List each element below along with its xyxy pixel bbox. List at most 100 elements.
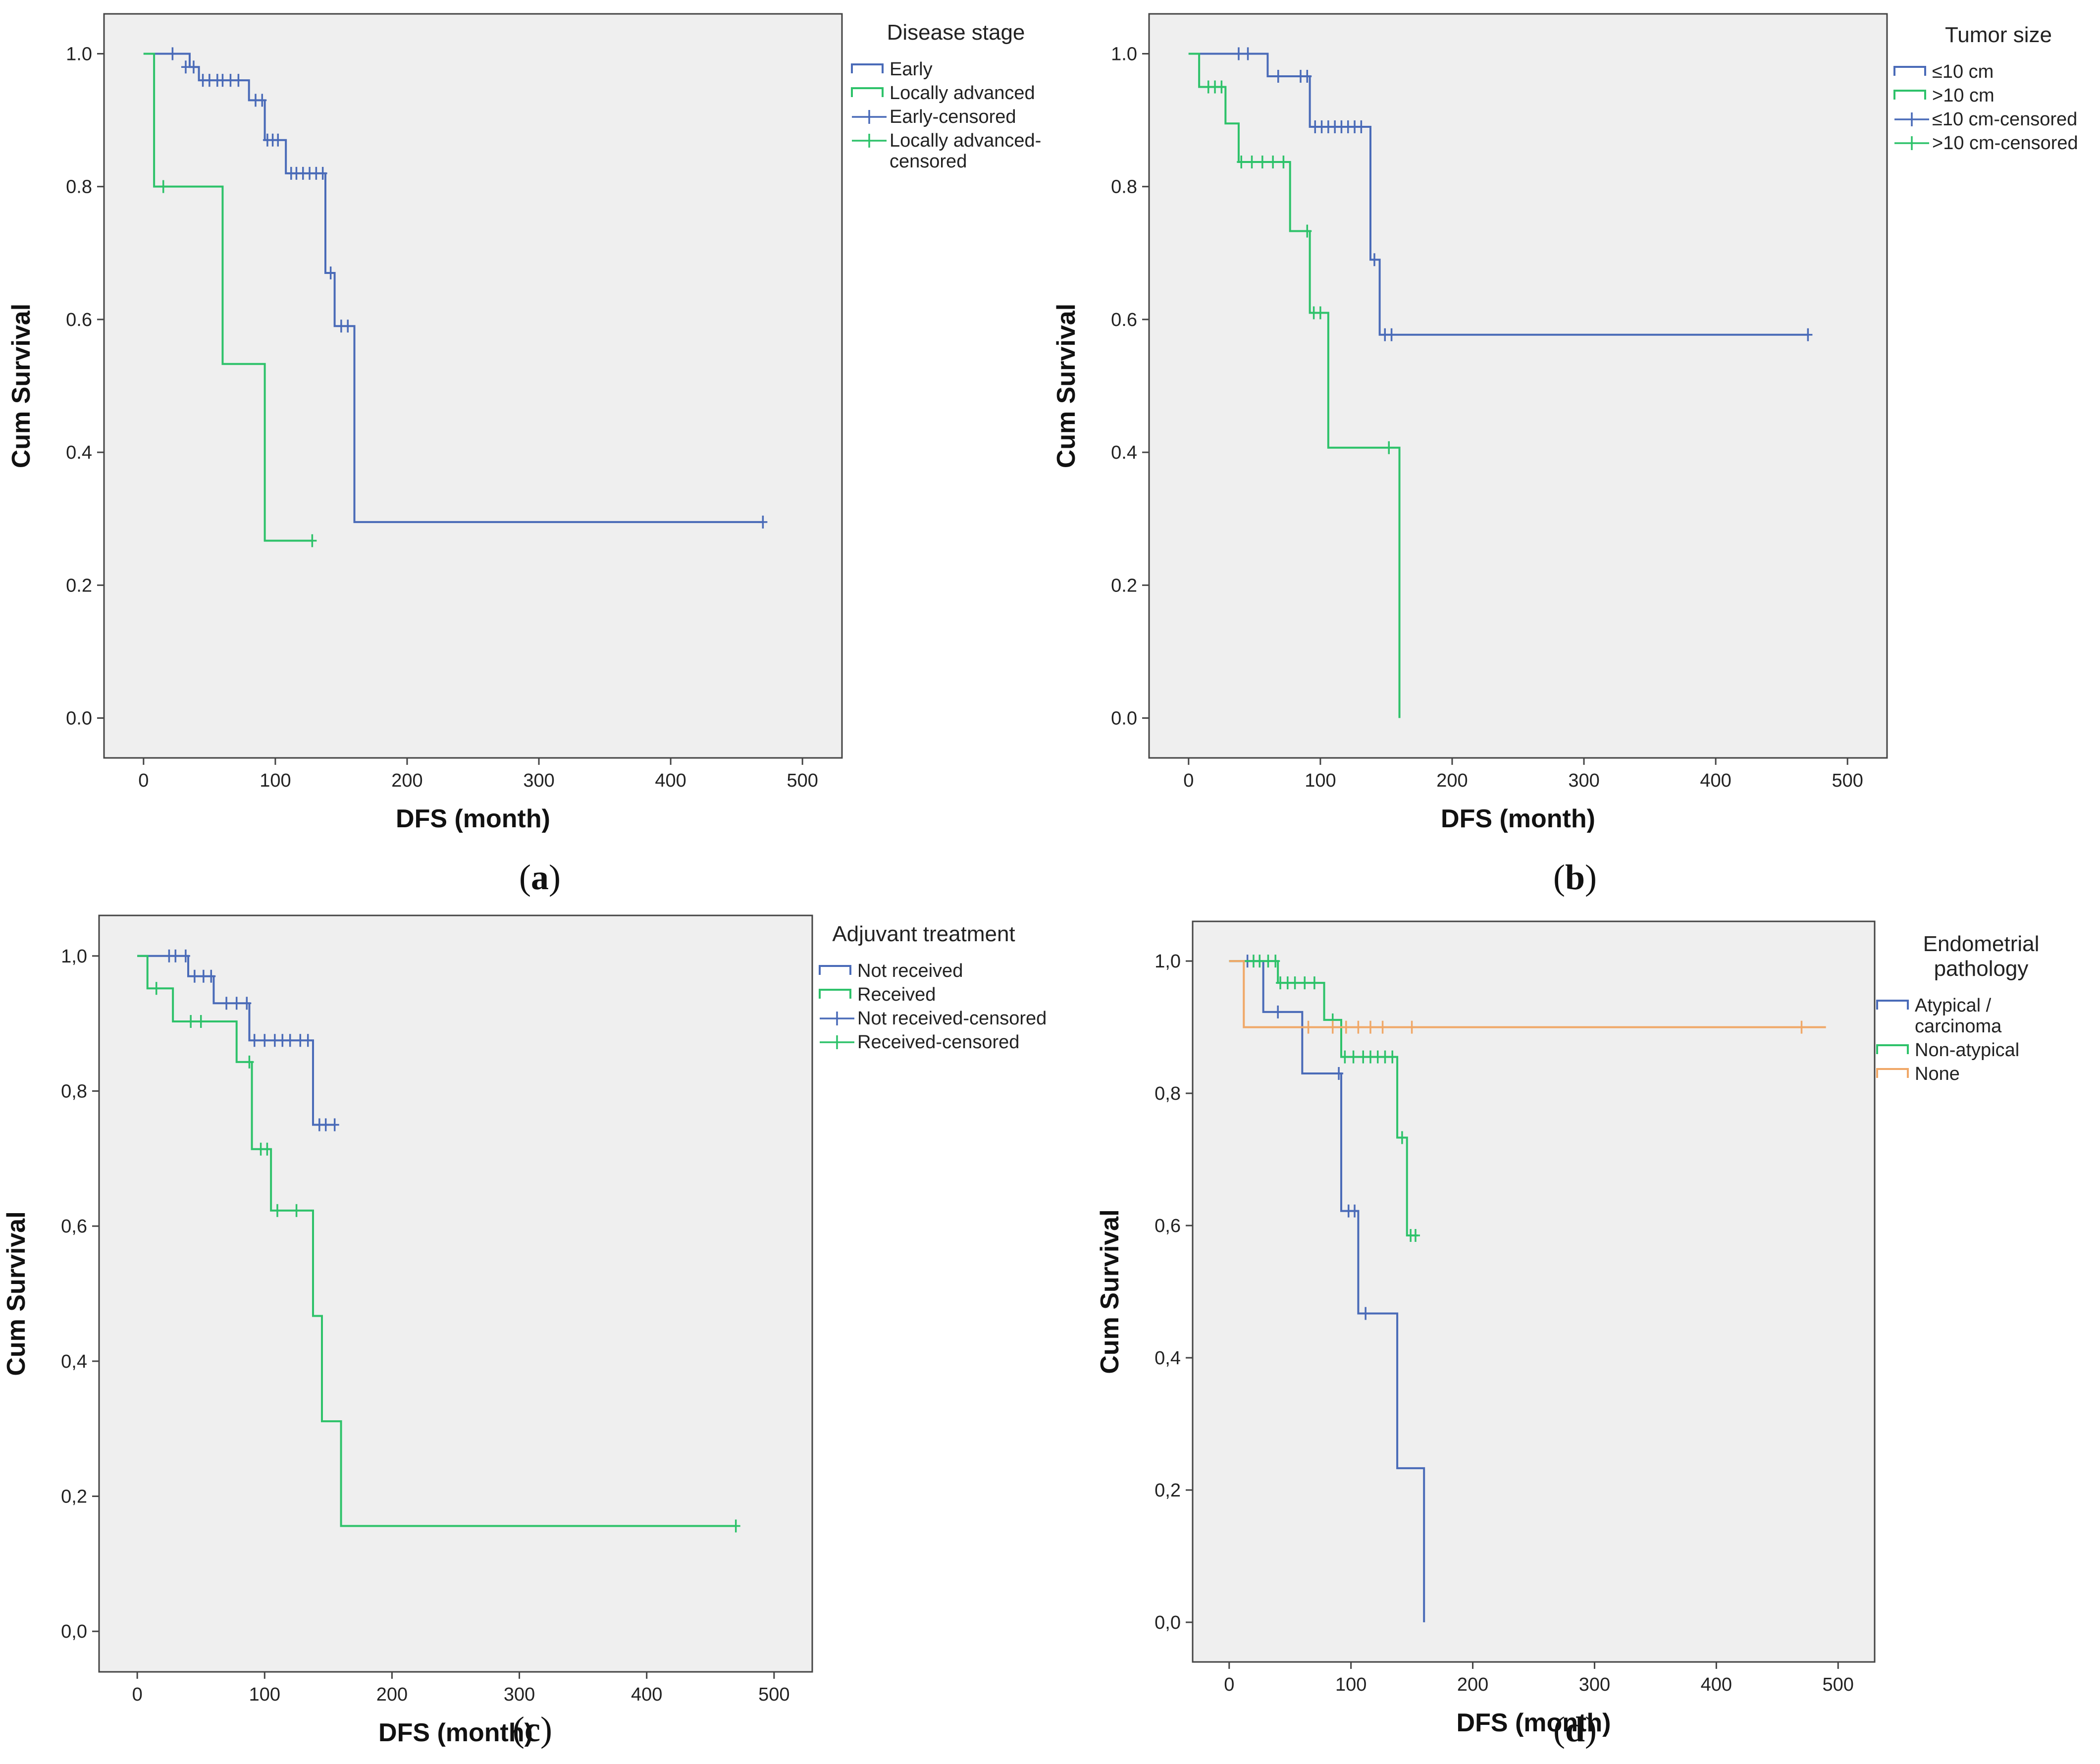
legend-label: Atypical / xyxy=(1915,995,1992,1016)
survival-curve-blue xyxy=(1188,53,1808,336)
censor-mark xyxy=(1384,441,1394,454)
censor-mark xyxy=(181,949,190,962)
censor-mark xyxy=(186,1015,196,1028)
legend-swatch xyxy=(851,63,884,73)
censor-mark xyxy=(1310,976,1319,990)
censor-mark xyxy=(1343,120,1353,133)
legend-title: Endometrial xyxy=(1923,932,2040,956)
survival-curve-green xyxy=(1229,960,1418,1237)
x-tick-label: 0 xyxy=(138,770,149,791)
censor-mark xyxy=(171,949,180,962)
censor-mark xyxy=(1803,328,1813,341)
legend-swatch xyxy=(819,989,851,999)
y-tick-label: 0,6 xyxy=(1155,1216,1181,1236)
legend-swatch xyxy=(819,965,851,975)
censor-mark xyxy=(273,133,283,147)
censor-mark xyxy=(273,1204,282,1217)
survival-curve-blue xyxy=(1229,960,1425,1622)
legend-label: censored xyxy=(890,151,967,172)
censor-mark xyxy=(250,1034,259,1047)
x-tick-label: 100 xyxy=(260,770,291,791)
censor-mark xyxy=(251,94,260,107)
censor-mark xyxy=(1359,1050,1368,1064)
censor-mark xyxy=(1273,70,1283,83)
censor-mark xyxy=(196,1015,206,1028)
censor-mark xyxy=(245,1055,254,1069)
censor-mark xyxy=(296,1034,305,1047)
legend-label: Early-censored xyxy=(890,107,1016,127)
censor-mark xyxy=(336,320,346,333)
legend-label: carcinoma xyxy=(1915,1016,2002,1037)
legend-label: Locally advanced xyxy=(890,83,1035,104)
censor-mark xyxy=(1323,120,1333,133)
y-tick-label: 1,0 xyxy=(1155,951,1181,972)
y-tick-label: 0.0 xyxy=(1111,708,1137,729)
censor-mark xyxy=(212,74,222,87)
censor-mark xyxy=(1315,306,1325,320)
censor-mark xyxy=(1380,328,1390,341)
x-axis-title: DFS (month) xyxy=(396,804,550,833)
x-tick-label: 0 xyxy=(1224,1674,1234,1695)
censor-mark xyxy=(1249,955,1258,968)
censor-mark xyxy=(256,1142,265,1156)
legend-label: Non-atypical xyxy=(1915,1040,2019,1061)
censor-mark xyxy=(1330,120,1340,133)
censor-mark xyxy=(1273,1005,1283,1018)
x-tick-label: 500 xyxy=(1823,1674,1854,1695)
x-tick-label: 300 xyxy=(504,1684,535,1705)
censor-mark xyxy=(1237,156,1246,169)
x-tick-label: 200 xyxy=(376,1684,408,1705)
censor-mark xyxy=(1349,1050,1358,1064)
censor-mark xyxy=(189,60,198,74)
censor-mark xyxy=(152,982,161,995)
x-tick-label: 500 xyxy=(787,770,818,791)
y-tick-label: 0,4 xyxy=(1155,1348,1181,1369)
censor-mark xyxy=(292,166,301,180)
censor-mark xyxy=(198,74,208,87)
legend-swatch xyxy=(1876,1068,1909,1078)
censor-mark xyxy=(1406,1229,1416,1242)
y-tick-label: 0,6 xyxy=(61,1216,87,1237)
legend-label: None xyxy=(1915,1064,1960,1084)
censor-mark xyxy=(298,166,308,180)
censor-mark xyxy=(1247,156,1257,169)
censor-mark xyxy=(1340,1050,1350,1064)
caption-a: (a) xyxy=(519,857,561,897)
censor-mark xyxy=(326,267,335,280)
censor-mark xyxy=(1388,1050,1397,1064)
censor-mark xyxy=(1350,1204,1360,1218)
x-tick-label: 0 xyxy=(1183,770,1194,791)
y-tick-label: 0,4 xyxy=(61,1351,87,1372)
censor-mark xyxy=(1263,955,1273,968)
censor-mark xyxy=(262,1142,272,1156)
legend-label: Locally advanced- xyxy=(890,130,1041,151)
survival-curve-blue xyxy=(143,53,763,523)
censor-mark xyxy=(1243,955,1252,968)
legend-title: Adjuvant treatment xyxy=(832,922,1015,946)
censor-mark xyxy=(1258,156,1267,169)
censor-mark xyxy=(1354,1020,1363,1034)
y-axis-title: Cum Survival xyxy=(2,1211,31,1376)
legend-swatch xyxy=(1876,1044,1909,1054)
x-tick-label: 200 xyxy=(1436,770,1468,791)
legend-swatch xyxy=(1893,66,1926,76)
legend-label: Not received xyxy=(857,961,963,981)
caption-letter: d xyxy=(1565,1710,1585,1749)
y-tick-label: 1.0 xyxy=(66,44,92,64)
plot-area xyxy=(98,914,813,1673)
plot-area xyxy=(103,13,843,759)
censor-mark xyxy=(1304,1020,1313,1034)
censor-mark xyxy=(318,166,327,180)
legend-label: >10 cm xyxy=(1932,85,1995,106)
censor-mark xyxy=(232,997,241,1010)
censor-mark xyxy=(1378,1020,1387,1034)
y-tick-label: 0,2 xyxy=(61,1487,87,1507)
y-tick-label: 0.6 xyxy=(1111,310,1137,330)
caption-letter: a xyxy=(531,857,549,897)
censor-mark xyxy=(242,997,252,1010)
